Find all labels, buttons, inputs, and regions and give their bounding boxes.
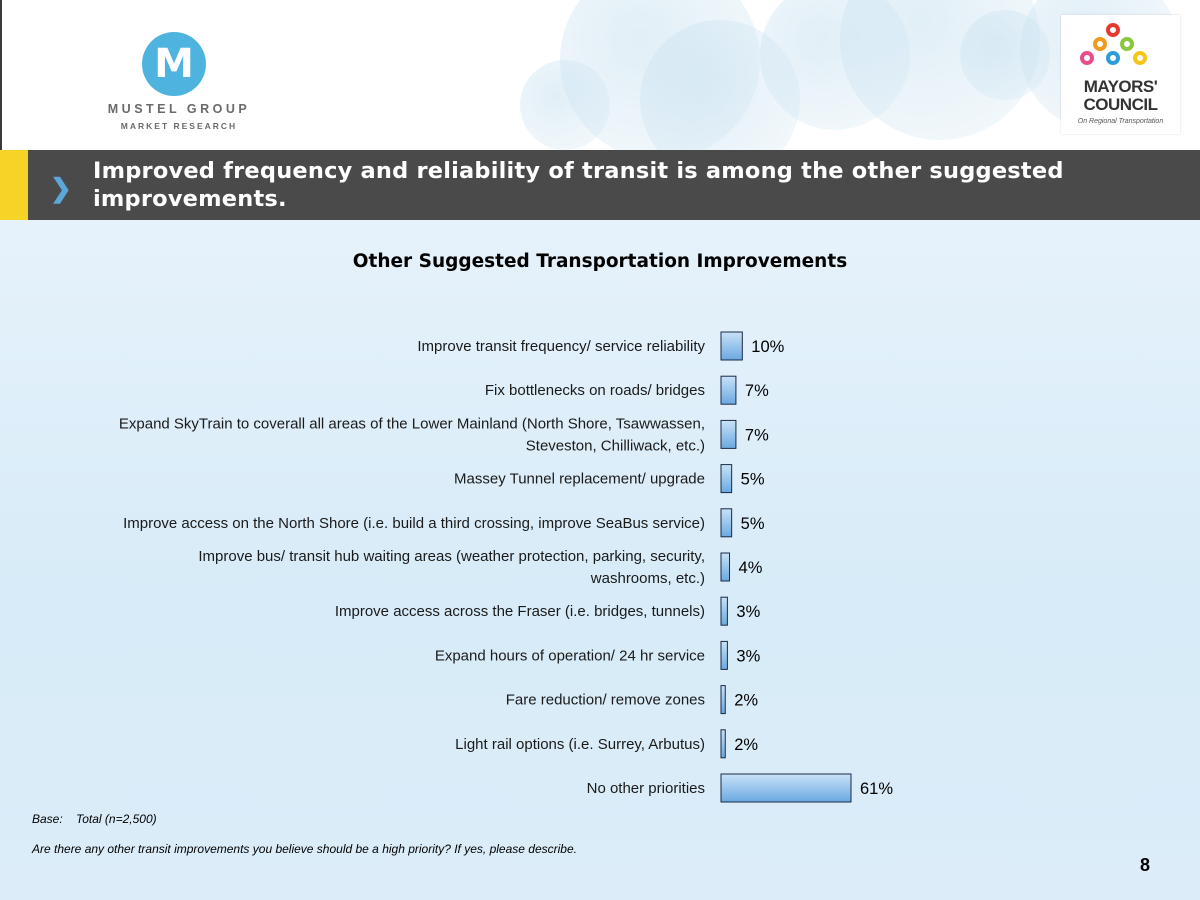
bar-value-label: 2%	[734, 692, 758, 710]
mustel-logo-name: MUSTEL GROUP	[107, 102, 251, 116]
title-accent	[0, 150, 28, 220]
bar	[720, 331, 743, 361]
bar-value-label: 3%	[736, 647, 760, 665]
chevron-right-icon: ❯	[50, 173, 72, 203]
bar-value-label: 7%	[745, 426, 769, 444]
category-label: Massey Tunnel replacement/ upgrade	[454, 471, 705, 488]
bar-value-label: 3%	[736, 603, 760, 621]
category-label: No other priorities	[587, 780, 705, 797]
bar	[720, 685, 726, 715]
bar-value-label: 5%	[741, 471, 765, 489]
mustel-logo-subtitle: MARKET RESEARCH	[120, 121, 238, 131]
logo-ring-icon	[1106, 23, 1120, 37]
survey-question: Are there any other transit improvements…	[32, 842, 577, 856]
category-label: Improve bus/ transit hub waiting areas (…	[198, 548, 705, 587]
bar-value-label: 10%	[751, 338, 784, 356]
mayors-logo-line3: On Regional Transportation	[1077, 118, 1164, 125]
bar-value-label: 2%	[734, 736, 758, 754]
category-label: Light rail options (i.e. Surrey, Arbutus…	[455, 736, 705, 753]
header-background	[0, 0, 1200, 150]
bar	[720, 640, 728, 670]
bar	[720, 552, 731, 582]
base-note: Base: Total (n=2,500)	[32, 812, 157, 826]
bar	[720, 596, 728, 626]
bar	[720, 375, 737, 405]
logo-ring-icon	[1133, 51, 1147, 65]
title-bar	[0, 150, 1200, 220]
mustel-logo-icon: M	[142, 32, 206, 96]
logo-ring-icon	[1120, 37, 1134, 51]
mayors-logo-line1: MAYORS'	[1083, 77, 1158, 96]
bar-value-label: 5%	[741, 515, 765, 533]
category-label: Improve transit frequency/ service relia…	[417, 338, 705, 355]
mayors-council-logo: MAYORS' COUNCIL On Regional Transportati…	[1061, 15, 1180, 134]
slide-title: Improved frequency and reliability of tr…	[93, 158, 1064, 212]
bar	[720, 729, 726, 759]
bar-value-label: 7%	[745, 382, 769, 400]
left-border	[0, 0, 2, 150]
logo-ring-icon	[1106, 51, 1120, 65]
category-label: Improve access across the Fraser (i.e. b…	[335, 603, 705, 620]
category-label: Improve access on the North Shore (i.e. …	[123, 515, 705, 532]
bar	[720, 419, 737, 449]
chart-title: Other Suggested Transportation Improveme…	[352, 251, 848, 272]
logo-ring-icon	[1093, 37, 1107, 51]
mustel-group-logo: M MUSTEL GROUP MARKET RESEARCH	[84, 32, 274, 132]
base-value: Total (n=2,500)	[76, 812, 157, 826]
logo-ring-icon	[1080, 51, 1094, 65]
bar-value-label: 4%	[739, 559, 763, 577]
base-label: Base:	[32, 812, 63, 826]
category-label: Fare reduction/ remove zones	[506, 692, 705, 709]
bar	[720, 508, 733, 538]
mayors-logo-line2: COUNCIL	[1083, 95, 1158, 114]
category-label: Expand SkyTrain to coverall all areas of…	[119, 415, 705, 454]
bar	[720, 464, 733, 494]
bar-value-label: 61%	[860, 780, 893, 798]
category-label: Fix bottlenecks on roads/ bridges	[485, 382, 705, 399]
bar	[720, 773, 852, 803]
page-number: 8	[1140, 855, 1151, 875]
category-label: Expand hours of operation/ 24 hr service	[435, 647, 705, 664]
